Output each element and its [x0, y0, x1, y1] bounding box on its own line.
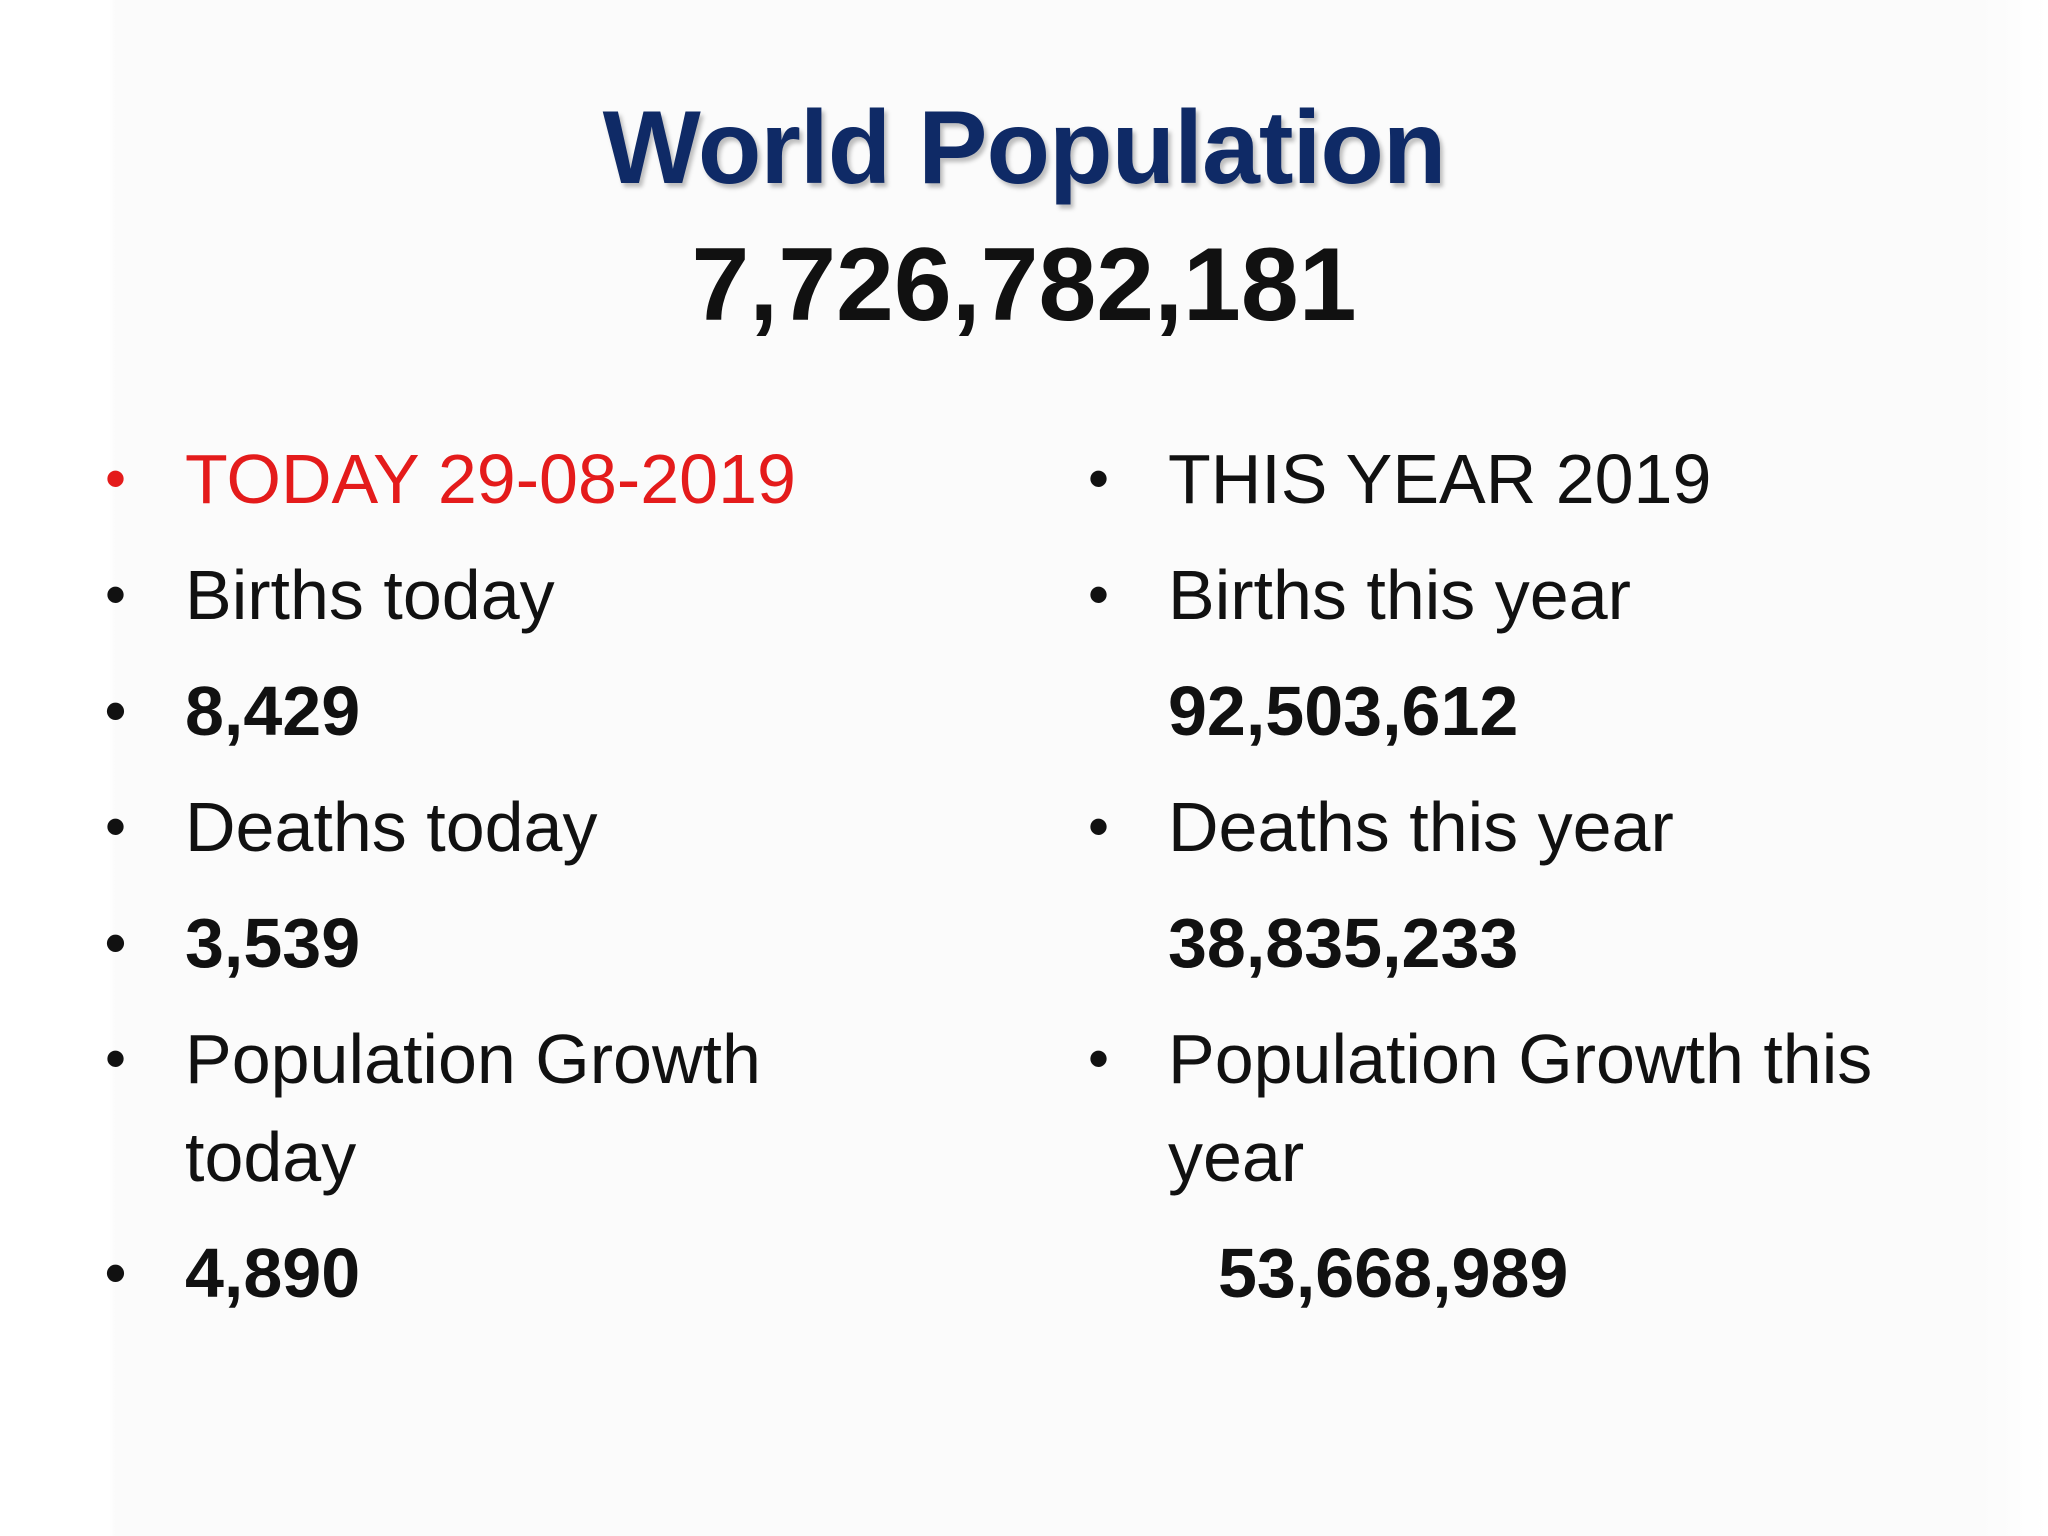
bullet-icon: •	[105, 677, 127, 744]
bullet-icon: •	[105, 445, 127, 512]
growth-today-label: Population Growth today	[185, 1020, 761, 1196]
bullet-icon: •	[1088, 793, 1110, 860]
this-year-heading-item: • THIS YEAR 2019	[1088, 430, 1988, 546]
bullet-icon: •	[105, 1239, 127, 1306]
deaths-today-label-item: • Deaths today	[105, 778, 985, 894]
growth-year-label-item: • Population Growth this year	[1088, 1010, 1988, 1224]
bullet-icon: •	[105, 1025, 127, 1092]
today-column: • TODAY 29-08-2019 • Births today • 8,42…	[105, 430, 985, 1340]
this-year-heading: THIS YEAR 2019	[1168, 440, 1712, 518]
deaths-today-value: 3,539	[185, 904, 361, 982]
births-year-value-item: 92,503,612	[1088, 662, 1988, 778]
growth-year-value-item: 53,668,989	[1088, 1224, 1988, 1340]
bullet-icon: •	[105, 793, 127, 860]
deaths-year-value: 38,835,233	[1168, 904, 1519, 982]
bullet-icon: •	[1088, 1025, 1110, 1092]
deaths-today-value-item: • 3,539	[105, 894, 985, 1010]
births-today-label-item: • Births today	[105, 546, 985, 662]
births-year-label: Births this year	[1168, 556, 1631, 634]
births-year-label-item: • Births this year	[1088, 546, 1988, 662]
bullet-icon: •	[1088, 445, 1110, 512]
growth-today-value: 4,890	[185, 1234, 361, 1312]
bullet-icon: •	[1088, 561, 1110, 628]
births-today-value: 8,429	[185, 672, 361, 750]
growth-today-label-item: • Population Growth today	[105, 1010, 985, 1224]
bullet-icon: •	[105, 561, 127, 628]
growth-year-value: 53,668,989	[1218, 1234, 1569, 1312]
deaths-year-value-item: 38,835,233	[1088, 894, 1988, 1010]
slide-title: World Population	[602, 90, 1447, 206]
deaths-year-label: Deaths this year	[1168, 788, 1674, 866]
deaths-year-label-item: • Deaths this year	[1088, 778, 1988, 894]
births-today-value-item: • 8,429	[105, 662, 985, 778]
births-year-value: 92,503,612	[1168, 672, 1519, 750]
births-today-label: Births today	[185, 556, 555, 634]
growth-year-label: Population Growth this year	[1168, 1020, 1873, 1196]
deaths-today-label: Deaths today	[185, 788, 598, 866]
total-population: 7,726,782,181	[691, 227, 1357, 343]
this-year-column: • THIS YEAR 2019 • Births this year 92,5…	[1088, 430, 1988, 1340]
today-heading: TODAY 29-08-2019	[185, 440, 796, 518]
growth-today-value-item: • 4,890	[105, 1224, 985, 1340]
bullet-icon: •	[105, 909, 127, 976]
today-heading-item: • TODAY 29-08-2019	[105, 430, 985, 546]
